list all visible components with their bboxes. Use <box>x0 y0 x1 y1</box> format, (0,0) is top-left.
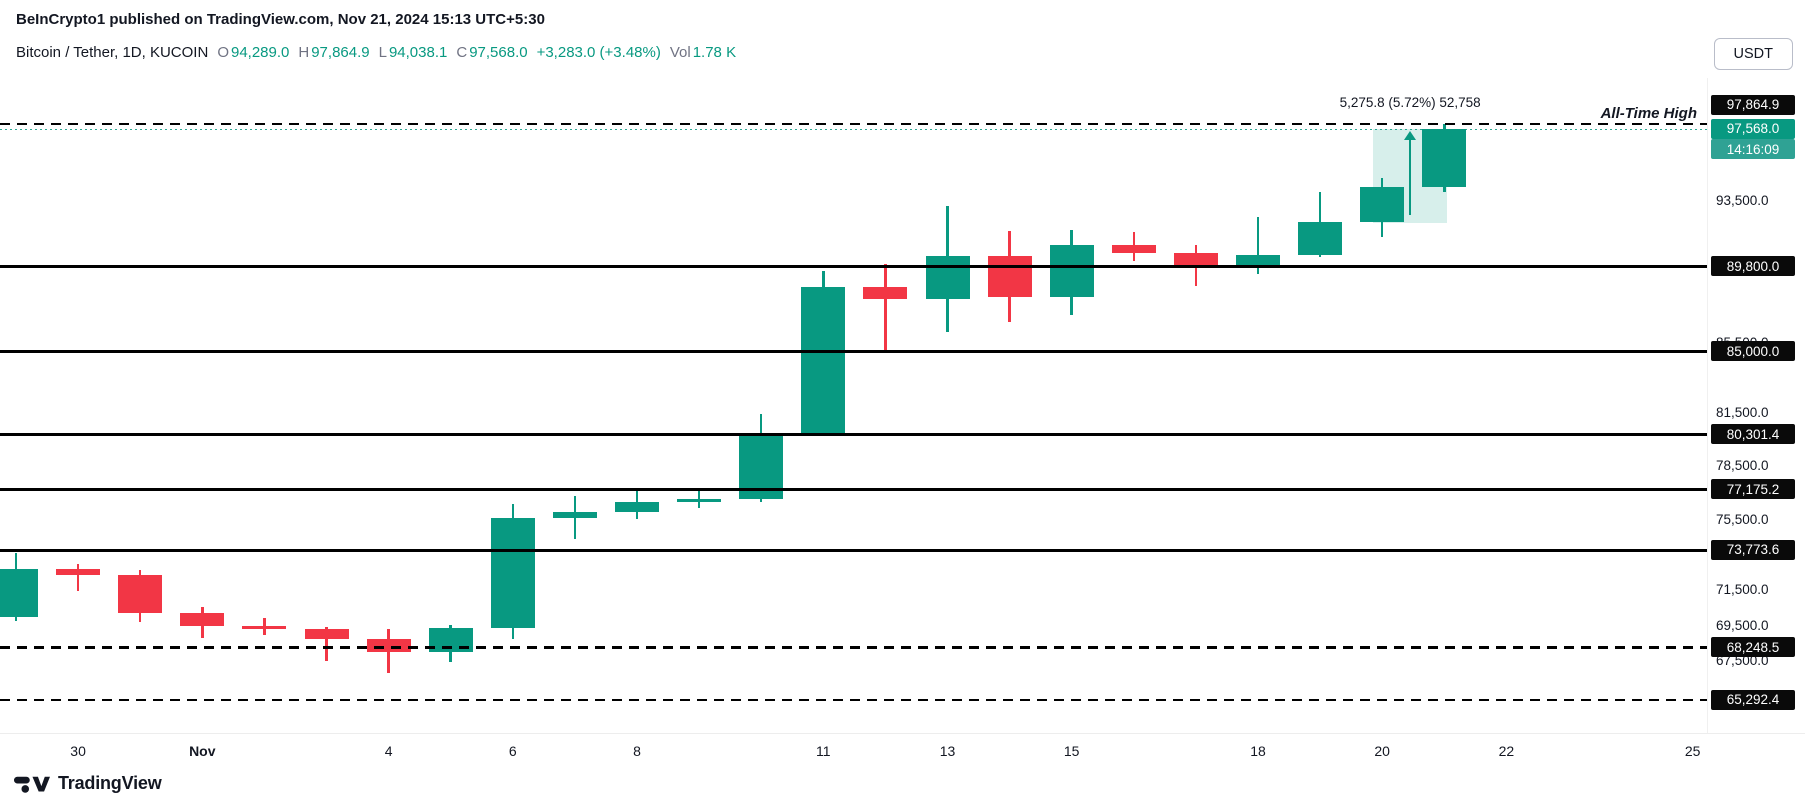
price-level-badge: 73,773.6 <box>1711 539 1795 560</box>
support-resistance-line <box>0 433 1707 437</box>
volume-value: 1.78 K <box>692 44 737 61</box>
volume-label: Vol <box>669 44 691 61</box>
price-tick-label: 75,500.0 <box>1716 511 1769 527</box>
candle-wick <box>76 563 80 592</box>
time-tick-label: 25 <box>1684 743 1701 759</box>
measure-arrow-line <box>1409 139 1412 215</box>
bar-close-countdown-badge: 14:16:09 <box>1711 139 1795 160</box>
price-tick-label: 78,500.0 <box>1716 458 1769 474</box>
all-time-high-label: All-Time High <box>1600 105 1697 122</box>
price-level-badge: 80,301.4 <box>1711 424 1795 445</box>
price-tick-label: 69,500.0 <box>1716 617 1769 633</box>
time-tick-label: 6 <box>508 743 517 759</box>
tradingview-icon <box>14 776 50 793</box>
high-value: 97,864.9 <box>311 44 370 61</box>
candle <box>490 518 535 629</box>
symbol-title[interactable]: Bitcoin / Tether, 1D, KUCOIN <box>16 44 209 61</box>
candle-wick <box>697 488 701 508</box>
time-axis[interactable]: 30 Nov 4 6 8 11 13 15 18 20 22 25 <box>0 733 1805 773</box>
candle <box>1422 129 1467 188</box>
volume-readout: Vol 1.78 K <box>670 44 736 61</box>
close-value: 97,568.0 <box>469 44 528 61</box>
support-resistance-line <box>0 265 1707 269</box>
current-price-badge: 97,568.0 <box>1711 118 1795 139</box>
dashed-level-line <box>0 646 1707 649</box>
time-tick-label: 30 <box>70 743 86 759</box>
ohlc-low: L 94,038.1 <box>379 44 448 61</box>
time-tick-label: 22 <box>1498 743 1515 759</box>
support-resistance-line <box>0 548 1707 552</box>
high-label: H <box>298 44 310 61</box>
up-arrow-icon <box>1404 131 1417 141</box>
candle <box>677 498 722 502</box>
candle <box>180 612 225 626</box>
time-tick-label: 20 <box>1374 743 1390 759</box>
candle <box>56 569 101 576</box>
ohlc-open: O 94,289.0 <box>217 44 289 61</box>
ohlc-close: C 97,568.0 <box>456 44 527 61</box>
currency-button[interactable]: USDT <box>1713 38 1793 70</box>
close-label: C <box>456 44 468 61</box>
time-tick-label: 4 <box>384 743 393 759</box>
candle <box>925 256 970 300</box>
price-level-badge: 65,292.4 <box>1711 689 1795 710</box>
dashed-level-line <box>0 698 1707 702</box>
candle-wick <box>884 264 887 351</box>
candle <box>552 512 597 519</box>
price-tick-label: 81,500.0 <box>1716 405 1769 421</box>
candle <box>1111 244 1156 253</box>
low-value: 94,038.1 <box>388 44 448 61</box>
time-tick-label: 8 <box>633 743 641 759</box>
change-value: +3,283.0 (+3.48%) <box>536 44 661 61</box>
price-level-badge: 89,800.0 <box>1711 256 1795 277</box>
candle <box>304 629 349 640</box>
measure-label: 5,275.8 (5.72%) 52,758 <box>1339 95 1481 110</box>
ohlc-high: H 97,864.9 <box>298 44 369 61</box>
price-axis-separator <box>1707 78 1708 733</box>
candle <box>739 433 784 499</box>
candle <box>0 569 38 617</box>
support-resistance-line <box>0 488 1707 492</box>
chart-legend: Bitcoin / Tether, 1D, KUCOIN O 94,289.0 H… <box>16 44 736 61</box>
candle <box>1049 244 1094 297</box>
time-tick-label: 18 <box>1250 743 1266 759</box>
candle <box>242 625 287 630</box>
candle <box>1298 222 1343 255</box>
candle <box>987 256 1032 297</box>
price-level-badge: 85,000.0 <box>1711 341 1795 361</box>
open-label: O <box>217 44 229 61</box>
candle <box>1173 252 1218 266</box>
time-tick-label: 13 <box>939 743 956 759</box>
candle <box>863 286 908 300</box>
candle-wick <box>1256 217 1260 275</box>
candle-wick <box>325 627 328 662</box>
candle <box>1236 254 1280 266</box>
candle <box>615 501 659 513</box>
price-tick-label: 93,500.0 <box>1716 193 1769 209</box>
dashed-level-line <box>0 122 1707 126</box>
tradingview-logo-text: TradingView <box>58 773 162 793</box>
time-tick-label: 11 <box>816 743 831 759</box>
attribution-text: BeInCrypto1 published on TradingView.com… <box>16 11 545 28</box>
price-tick-label: 71,500.0 <box>1716 582 1769 598</box>
current-price-line <box>0 128 1707 130</box>
time-tick-label: 15 <box>1063 743 1080 759</box>
candle <box>801 286 846 434</box>
open-value: 94,289.0 <box>230 44 290 61</box>
candle <box>1360 187 1405 223</box>
price-level-badge: 68,248.5 <box>1711 637 1795 658</box>
time-tick-label: Nov <box>189 743 216 759</box>
candle <box>118 575 163 613</box>
low-label: L <box>378 44 387 61</box>
price-level-badge: 97,864.9 <box>1711 94 1795 115</box>
price-axis[interactable]: 93,500.085,500.081,500.078,500.075,500.0… <box>1707 0 1805 803</box>
support-resistance-line <box>0 350 1707 353</box>
tradingview-logo[interactable]: TradingView <box>14 773 162 794</box>
price-level-badge: 77,175.2 <box>1711 479 1795 500</box>
